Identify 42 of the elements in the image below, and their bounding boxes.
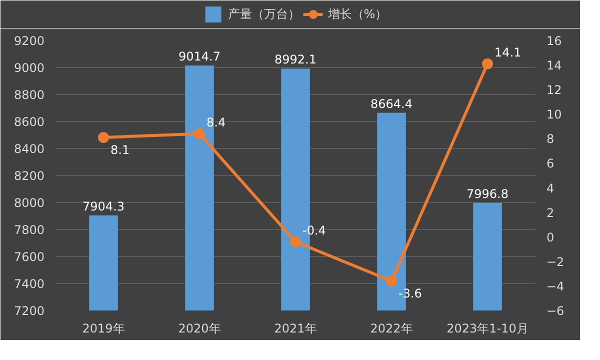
data-label: 8992.1	[274, 52, 317, 67]
y-tick-label: 8200	[14, 169, 45, 183]
y2-tick-label: −2	[546, 254, 564, 269]
data-label: 8.1	[110, 142, 130, 157]
y2-tick-label: −4	[546, 279, 564, 294]
data-label: 9014.7	[178, 50, 221, 64]
point	[194, 128, 205, 140]
data-label: 7904.3	[82, 199, 125, 214]
x-tick-label: 2019年	[82, 322, 125, 336]
y2-tick-label: −6	[546, 304, 564, 318]
point	[290, 236, 301, 248]
y2-tick-label: 4	[546, 181, 554, 196]
y2-tick-label: 16	[546, 34, 562, 48]
legend-label: 增长（%）	[328, 6, 388, 22]
x-tick-label: 2021年	[274, 322, 317, 336]
y-tick-label: 7200	[14, 304, 45, 318]
x-tick-label: 2023年1-10月	[446, 322, 528, 336]
y2-tick-label: 8	[546, 132, 554, 146]
x-tick-label: 2022年	[370, 322, 413, 336]
y2-tick-label: 14	[546, 58, 562, 73]
y-tick-label: 8800	[14, 88, 45, 102]
y2-tick-label: 0	[546, 230, 554, 244]
y2-tick-label: 12	[546, 83, 562, 98]
y-tick-label: 8000	[14, 196, 45, 210]
y2-tick-label: 10	[546, 108, 562, 122]
y2-tick-label: 6	[546, 156, 554, 171]
x-tick-label: 2020年	[178, 322, 221, 336]
y-tick-label: 7600	[14, 250, 45, 264]
y-tick-label: 9000	[14, 61, 45, 75]
y-tick-label: 9200	[14, 34, 45, 48]
point	[98, 132, 109, 143]
data-label: 14.1	[494, 45, 522, 60]
legend-label: 产量（万台）	[228, 6, 300, 22]
point	[386, 276, 397, 287]
y-tick-label: 8400	[14, 142, 45, 156]
y-tick-label: 8600	[14, 115, 45, 129]
point	[482, 58, 493, 70]
data-label: 8664.4	[370, 96, 413, 111]
y2-tick-label: 2	[546, 206, 554, 220]
y-tick-label: 7800	[14, 223, 45, 237]
data-label: 7996.8	[466, 186, 509, 201]
y-tick-label: 7400	[14, 277, 45, 291]
